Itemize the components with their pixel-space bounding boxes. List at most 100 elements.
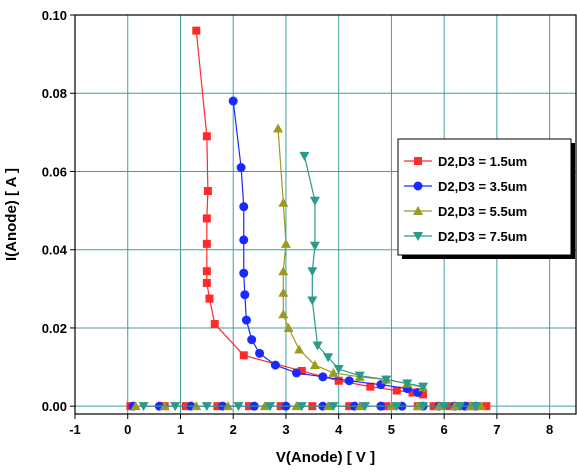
data-point [354,371,365,381]
baseline-point [391,402,402,412]
data-point [307,267,318,277]
data-point [205,294,214,303]
data-point [192,26,201,35]
x-tick-label: 4 [335,422,343,437]
data-point [239,235,249,245]
plot-frame [74,14,577,415]
data-point [366,382,375,391]
y-tick-label: 0.00 [42,399,67,414]
data-point [309,241,320,251]
x-tick-label: 5 [388,422,395,437]
legend-label: D2,D3 = 7.5um [438,229,527,244]
series-line [195,30,424,396]
data-point [291,368,301,378]
legend-marker [414,157,422,165]
data-point [203,187,212,196]
data-point [241,315,251,325]
legend-label: D2,D3 = 1.5um [438,154,527,169]
baseline-point [233,402,244,412]
data-point [210,320,219,329]
y-tick-label: 0.04 [42,243,68,258]
data-point [270,360,280,370]
y-axis: 0.00 0.02 0.04 0.06 0.08 0.10 [42,8,75,414]
x-axis: -1 0 1 2 3 4 5 6 7 8 [69,414,553,437]
legend-entry: D2,D3 = 3.5um [404,179,527,194]
data-point [392,386,401,395]
data-point [318,372,328,382]
data-point [294,344,305,354]
data-point [280,238,291,248]
series-line [232,100,418,394]
data-point [278,309,289,319]
data-point [202,267,211,276]
legend-entry: D2,D3 = 1.5um [404,154,527,169]
legend-marker [413,181,423,191]
baseline-point [454,402,465,412]
x-tick-label: 0 [124,422,131,437]
y-tick-label: 0.06 [42,164,67,179]
data-point [418,382,429,392]
data-point [202,132,211,141]
data-point [309,360,320,370]
data-point [202,214,211,223]
data-point [228,96,238,106]
data-point [278,197,289,207]
series-4 [138,151,481,412]
data-point [273,123,284,133]
data-point [408,388,417,397]
legend-marker [413,206,423,215]
series-line [303,155,424,388]
x-axis-title: V(Anode) [ V ] [276,449,375,466]
baseline-point [439,402,450,412]
data-point [202,278,211,287]
y-tick-label: 0.10 [42,8,67,23]
data-point [333,365,344,375]
x-tick-label: 3 [282,422,289,437]
x-tick-label: 1 [177,422,184,437]
legend-label: D2,D3 = 3.5um [438,179,527,194]
baseline-point [296,402,307,412]
data-point [240,290,250,300]
baseline-point [328,402,339,412]
data-point [278,266,289,276]
y-tick-label: 0.02 [42,321,67,336]
data-point [297,366,306,375]
baseline-point [138,402,149,412]
data-point [307,296,318,306]
data-point [402,379,413,389]
legend-label: D2,D3 = 5.5um [438,204,527,219]
baseline-point [482,402,491,411]
legend-marker [413,232,423,241]
data-point [236,163,246,173]
x-tick-label: 8 [546,422,553,437]
baseline-point [476,401,487,411]
data-point [419,390,428,399]
baseline-point [418,402,429,412]
data-point [328,367,339,377]
data-point [255,348,265,358]
baseline-point [360,402,371,412]
data-point [239,202,249,212]
y-tick-label: 0.08 [42,86,67,101]
x-tick-label: -1 [69,422,81,437]
legend: D2,D3 = 1.5um D2,D3 = 3.5um D2,D3 = 5.5um D… [397,138,575,259]
baseline-point [170,402,181,412]
data-point [239,351,248,360]
data-point [344,376,354,386]
data-point [334,376,343,385]
baseline-point [470,402,481,412]
data-point [202,239,211,248]
data-point [247,335,257,345]
data-point [381,375,392,385]
legend-entry: D2,D3 = 7.5um [404,229,527,244]
baseline-point [130,401,141,411]
y-axis-title: I(Anode) [ A ] [3,168,20,261]
baseline-point [201,402,212,412]
x-tick-label: 7 [493,422,500,437]
data-point [309,196,320,206]
baseline-point [265,402,276,412]
x-tick-label: 2 [230,422,237,437]
data-point [299,151,310,161]
data-point [283,322,294,332]
